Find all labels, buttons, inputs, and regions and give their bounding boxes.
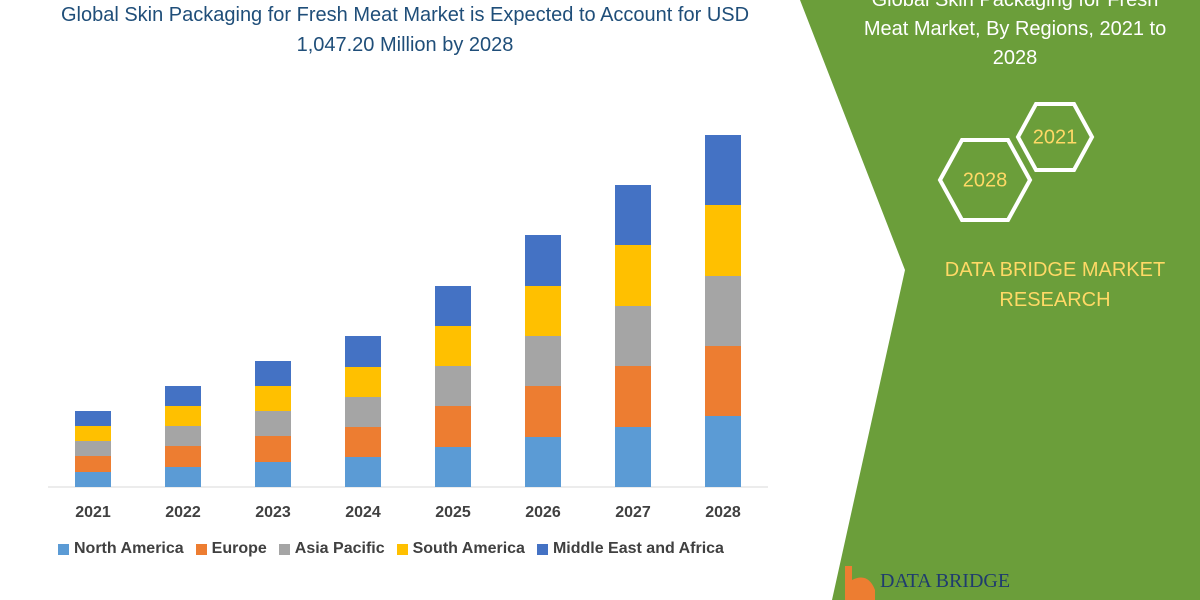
- bar-segment: [255, 361, 291, 386]
- bar-segment: [75, 426, 111, 441]
- bar-segment: [435, 366, 471, 406]
- legend-swatch: [58, 543, 69, 555]
- x-tick-label: 2021: [75, 504, 111, 521]
- side-panel: [800, 0, 1200, 600]
- legend-label: South America: [412, 540, 525, 557]
- bar-segment: [525, 235, 561, 286]
- legend-item: Middle East and Africa: [536, 540, 724, 558]
- legend-swatch: [536, 543, 548, 555]
- bar-segment: [525, 437, 561, 487]
- bar-segment: [345, 427, 381, 457]
- bar-segment: [165, 426, 201, 446]
- legend-label: North America: [74, 540, 184, 557]
- hexagon-label: 2028: [963, 169, 1008, 191]
- bar-segment: [75, 456, 111, 472]
- bar-segment: [75, 472, 111, 487]
- bar-segment: [345, 397, 381, 427]
- bar-segment: [345, 367, 381, 397]
- x-tick-label: 2025: [435, 504, 471, 521]
- legend-item: South America: [396, 540, 525, 558]
- x-tick-label: 2027: [615, 504, 651, 521]
- bar-segment: [525, 386, 561, 437]
- x-tick-label: 2028: [705, 504, 741, 521]
- bar-segment: [705, 205, 741, 276]
- bar-segment: [345, 457, 381, 487]
- bar-segment: [525, 336, 561, 386]
- bar-segment: [615, 245, 651, 306]
- logo-text: DATA BRIDGE: [880, 570, 1011, 592]
- bar-segment: [435, 406, 471, 447]
- bar-segment: [705, 135, 741, 205]
- bar-segment: [705, 416, 741, 487]
- bar-segment: [165, 446, 201, 467]
- bar-segment: [435, 326, 471, 366]
- legend: North America Europe Asia Pacific South Ame…: [58, 540, 724, 558]
- bar-segment: [525, 286, 561, 336]
- hexagon-label: 2021: [1033, 126, 1078, 148]
- bar-segment: [615, 366, 651, 427]
- bar-segment: [705, 346, 741, 416]
- bar-segment: [255, 386, 291, 411]
- chart-title: Global Skin Packaging for Fresh Meat Mar…: [60, 4, 750, 56]
- bar-segment: [435, 286, 471, 326]
- bar-segment: [255, 462, 291, 487]
- x-tick-label: 2024: [345, 504, 381, 521]
- legend-label: Middle East and Africa: [552, 540, 724, 557]
- x-tick-label: 2023: [255, 504, 291, 521]
- bar-segment: [615, 306, 651, 366]
- legend-swatch: [195, 543, 207, 555]
- legend-item: North America: [58, 540, 184, 558]
- bar-segment: [75, 411, 111, 426]
- bar-segment: [705, 276, 741, 346]
- panel-title: Global Skin Packaging for Fresh Meat Mar…: [863, 0, 1167, 69]
- bar-segment: [615, 185, 651, 245]
- legend-label: Europe: [211, 540, 267, 557]
- bar-segment: [165, 467, 201, 487]
- bar-segment: [615, 427, 651, 487]
- bar-segment: [75, 441, 111, 456]
- x-tick-label: 2022: [165, 504, 201, 521]
- bar-segment: [255, 411, 291, 436]
- legend-swatch: [396, 543, 408, 555]
- logo-icon: [845, 566, 875, 600]
- bar-segment: [435, 447, 471, 487]
- bar-segment: [165, 406, 201, 426]
- legend-item: Europe: [195, 540, 267, 558]
- bar-segment: [165, 386, 201, 406]
- bar-segment: [345, 336, 381, 367]
- legend-label: Asia Pacific: [294, 540, 385, 557]
- hexagon: [937, 138, 1033, 222]
- legend-swatch: [278, 543, 290, 555]
- hexagon: [1015, 102, 1095, 172]
- brand-name: DATA BRIDGE MARKET RESEARCH: [944, 259, 1166, 311]
- legend-item: Asia Pacific: [278, 540, 385, 558]
- bar-segment: [255, 436, 291, 462]
- x-tick-label: 2026: [525, 504, 561, 521]
